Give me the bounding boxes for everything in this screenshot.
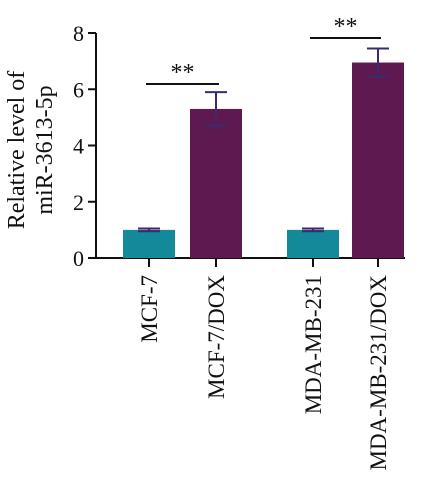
bars [123, 62, 404, 267]
y-tick-label: 2 [73, 190, 84, 215]
x-category-label: MDA-MB-231/DOX [366, 275, 391, 471]
y-axis-title-line-1: Relative level of [4, 71, 30, 230]
bar [123, 229, 175, 258]
y-axis-title: Relative level of miR-3613-5p [4, 71, 58, 230]
y-ticks: 0 2 4 6 8 [73, 21, 96, 271]
error-bars [138, 47, 389, 233]
y-tick-label: 8 [73, 21, 84, 46]
bar [352, 62, 404, 258]
y-tick-label: 4 [73, 134, 84, 159]
bar [190, 108, 242, 258]
x-category-label: MCF-7/DOX [204, 275, 229, 399]
x-tick-labels: MCF-7 MCF-7/DOX MDA-MB-231 MDA-MB-231/DOX [137, 275, 391, 471]
bar [287, 229, 339, 258]
y-tick-label: 0 [73, 246, 84, 271]
significance-brackets: ** ** [146, 14, 381, 86]
y-tick-label: 6 [73, 77, 84, 102]
significance-label: ** [171, 60, 195, 86]
y-axis-title-line-2: miR-3613-5p [32, 85, 58, 214]
x-category-label: MCF-7 [137, 275, 162, 343]
significance-label: ** [334, 14, 358, 40]
x-category-label: MDA-MB-231 [301, 275, 326, 414]
